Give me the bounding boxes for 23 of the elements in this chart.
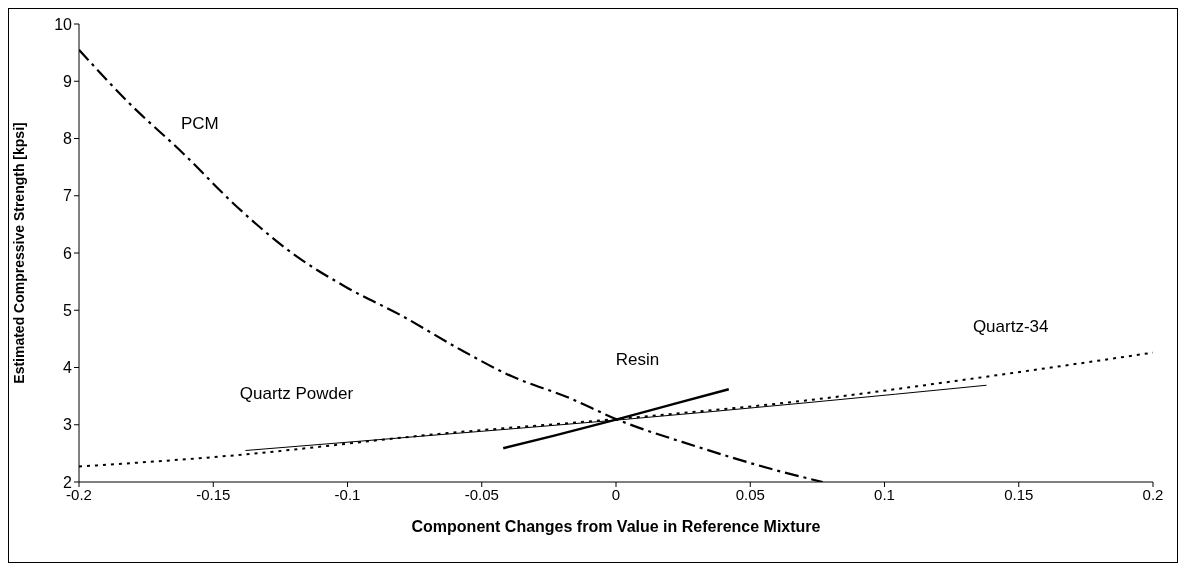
x-tick-label: 0.05	[735, 485, 765, 503]
x-tick-label: 0.15	[1004, 485, 1034, 503]
y-tick-label: 2	[63, 473, 73, 491]
x-axis-title: Component Changes from Value in Reference Mixture	[411, 518, 821, 535]
y-tick-label: 3	[63, 416, 73, 434]
text: Resin	[615, 349, 660, 369]
series-label: PCM	[180, 113, 219, 133]
y-tick-label: 10	[54, 15, 73, 33]
x-tick-label: 0.2	[1142, 485, 1164, 503]
text: Quartz Powder	[239, 384, 354, 404]
y-tick-label: 4	[63, 359, 73, 377]
y-axis-title: Estimated Compressive Strength [kpsi]	[10, 122, 27, 384]
y-tick-label: 7	[63, 187, 73, 205]
y-tick-label: 9	[63, 72, 73, 90]
x-tick-label: 0.1	[874, 485, 895, 503]
x-tick-label: 0	[611, 485, 621, 503]
y-tick-label: 5	[63, 301, 73, 319]
x-tick-label: -0.15	[196, 485, 231, 503]
y-tick-label: 6	[63, 244, 73, 262]
series-label: Quartz-34	[972, 317, 1049, 337]
x-tick-label: -0.1	[334, 485, 361, 503]
y-tick-label: 8	[63, 130, 73, 148]
x-tick-label: -0.05	[464, 485, 499, 503]
